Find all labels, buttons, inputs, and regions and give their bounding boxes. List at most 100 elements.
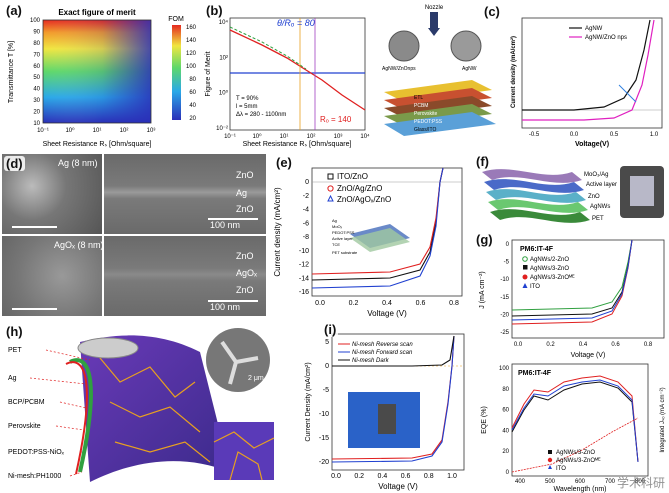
tick-label: 50	[33, 75, 40, 81]
watermark: 学术科研	[616, 476, 665, 490]
layer-4: Glass/ITO	[414, 127, 437, 133]
panel-e-xticks: 0.0 0.2 0.4 0.6 0.8	[315, 300, 459, 307]
panel-b: 10⁴ 10² 10⁰ 10⁻² 10⁻¹ 10⁰ 10¹ 10² 10³ 10⁴ θ/Rₒ =…	[202, 0, 372, 150]
tick-label: 400	[515, 479, 526, 485]
tick-label: 40	[189, 103, 196, 109]
panel-i: Ni-mesh Reverse scan Ni-mesh Forward sca…	[302, 322, 470, 493]
g-bottom-legend-0: AgNWs/3-ZnO	[556, 450, 595, 456]
g-top-legend-3: ITO	[530, 284, 540, 290]
panel-e-label: (e)	[274, 155, 294, 170]
tick-label: 120	[186, 51, 197, 57]
tick-label: 10³	[147, 128, 156, 134]
panel-b-xticks: 10⁻¹ 10⁰ 10¹ 10² 10³ 10⁴	[224, 133, 370, 140]
tick-label: -5	[323, 387, 329, 394]
layer-glass	[384, 112, 496, 136]
cross-top-0: ZnO	[236, 170, 254, 180]
tick-label: -5	[504, 260, 510, 266]
tick-label: 10⁴	[219, 19, 229, 26]
tick-label: 80	[33, 41, 40, 47]
sem-left-label: AgNW/ZnOnps	[382, 66, 416, 72]
h-layer-0: PET	[8, 347, 22, 354]
colorbar-ticks: 160 140 120 100 80 60 40 20	[186, 25, 197, 122]
colorbar-title: FOM	[168, 16, 184, 23]
tick-label: 160	[186, 25, 197, 31]
tick-label: 140	[186, 38, 197, 44]
tick-label: 100	[499, 366, 510, 372]
legend-i-1: Ni-mesh Forward scan	[352, 350, 413, 356]
g-top-yticks: 0 -5 -10 -15 -20 -25	[500, 242, 509, 336]
cross-bottom-0: ZnO	[236, 251, 254, 261]
panel-c-xlabel: Voltage(V)	[575, 141, 609, 148]
legend-i-0: Ni-mesh Reverse scan	[352, 342, 413, 348]
sem-right-label: AgNW	[462, 66, 477, 72]
tick-label: 80	[502, 387, 509, 393]
g-top-legend-2: AgNWs/3-ZnOᴹᴱ	[530, 274, 575, 281]
g-top-xlabel: Voltage (V)	[571, 352, 606, 359]
sem-ag-cross	[104, 154, 266, 234]
tick-label: 10⁴	[360, 133, 370, 140]
tick-label: 0.0	[315, 300, 325, 307]
tick-label: 60	[189, 90, 196, 96]
panel-i-ylabel: Current Density (mA/cm²)	[305, 362, 312, 441]
legend-agnw: AgNW	[585, 26, 603, 32]
tick-label: 1.0	[650, 132, 659, 138]
g-bottom-ylabel-right: Integrated Jₛₒ (mA cm⁻²)	[660, 387, 666, 452]
tick-label: 0.2	[546, 342, 555, 348]
tick-label: -14	[299, 275, 309, 282]
tick-label: 10⁻¹	[37, 128, 49, 134]
f-layer-3: AgNWs	[590, 204, 610, 210]
jv-agnw-zno	[522, 19, 655, 121]
panel-i-xticks: 0.0 0.2 0.4 0.6 0.8 1.0	[331, 473, 457, 480]
panel-h-chart: 2 μm PET Ag BCP/PCBM Perovskite PEDOT:PS…	[8, 328, 275, 482]
colorbar	[172, 25, 181, 120]
stack-3: Active layer	[332, 236, 353, 241]
tick-label: 70	[33, 52, 40, 58]
eqe-agnw3-me	[511, 375, 639, 463]
tick-label: 10⁰	[252, 133, 262, 140]
tick-label: 500	[545, 479, 556, 485]
panel-c: Nozzle AgNW/ZnOnps AgNW ETL PCBM Perovsk…	[374, 0, 669, 150]
panel-e-xlabel: Voltage (V)	[367, 309, 407, 318]
tick-label: 10¹	[280, 134, 289, 140]
tick-label: 60	[33, 64, 40, 70]
h-scale: 2 μm	[248, 375, 264, 382]
jv-forward	[331, 335, 455, 463]
h-layer-1: Ag	[8, 375, 17, 382]
tick-label: 100	[30, 18, 41, 24]
tick-label: 10⁻²	[216, 126, 228, 132]
layer-3: PEDOT:PSS	[414, 119, 443, 125]
jv-ito	[511, 239, 633, 321]
sem-agnw-icon	[450, 30, 482, 62]
legend-e-0: ITO/ZnO	[337, 172, 368, 181]
tick-label: -6	[303, 220, 309, 227]
tick-label: -2	[303, 193, 309, 200]
panel-c-label: (c)	[482, 4, 502, 19]
stack-0: Ag	[332, 218, 337, 223]
panel-a-label: (a)	[4, 3, 24, 18]
panel-i-label: (i)	[322, 322, 339, 337]
tick-label: 60	[502, 408, 509, 414]
sem-agox-cross	[104, 236, 266, 316]
tick-label: 10⁰	[65, 127, 75, 134]
agox-thickness-label: AgOₓ (8 nm)	[54, 240, 104, 250]
trend-arrow	[618, 84, 637, 103]
tick-label: 30	[33, 98, 40, 104]
g-bottom-title: PM6:IT-4F	[518, 370, 552, 377]
tick-label: -20	[319, 459, 329, 466]
tick-label: 0	[325, 363, 329, 370]
tick-label: 40	[502, 428, 509, 434]
stack-4: TCE	[332, 242, 340, 247]
f-layer-4: PET	[592, 216, 604, 222]
panel-e-yticks: 0 -2 -4 -6 -8 -10 -12 -14 -16	[299, 179, 309, 296]
tick-label: -25	[500, 330, 509, 336]
jv-agnw	[522, 19, 651, 111]
eqe-agnw3	[511, 381, 639, 463]
legend-e-1: ZnO/Ag/ZnO	[337, 184, 382, 193]
tick-label: 0.8	[644, 342, 653, 348]
panel-a-xlabel: Sheet Resistance Rₛ [Ohm/square]	[43, 141, 152, 148]
tick-label: 20	[502, 449, 509, 455]
h-layer-3: Perovskite	[8, 423, 41, 430]
panel-f-label: (f)	[474, 154, 491, 169]
panel-a-yticks: 100 90 80 70 60 50 40 30 20 10	[30, 18, 41, 127]
tick-label: 40	[33, 87, 40, 93]
